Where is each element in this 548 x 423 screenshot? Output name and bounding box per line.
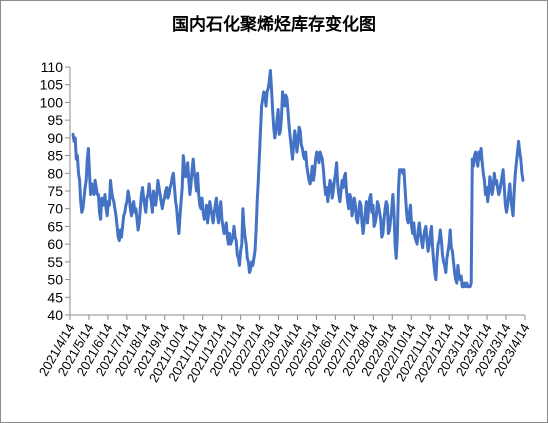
y-tick-label: 95 <box>47 112 63 128</box>
y-tick-label: 45 <box>47 289 63 305</box>
y-tick-label: 60 <box>47 236 63 252</box>
y-tick-label: 80 <box>47 165 63 181</box>
y-tick-label: 100 <box>40 94 64 110</box>
y-tick-label: 110 <box>41 59 64 75</box>
y-tick-label: 65 <box>47 218 63 234</box>
y-tick-label: 105 <box>40 77 64 93</box>
y-tick-label: 90 <box>47 130 63 146</box>
y-tick-label: 40 <box>47 307 63 323</box>
y-tick-label: 50 <box>47 272 63 288</box>
y-tick-label: 75 <box>47 183 63 199</box>
y-tick-label: 70 <box>47 201 63 217</box>
y-tick-label: 55 <box>47 254 63 270</box>
series-line <box>71 69 525 289</box>
x-axis: 2021/4/142021/5/142021/6/142021/7/142021… <box>36 314 533 385</box>
plot-area <box>71 69 525 289</box>
y-tick-label: 85 <box>47 148 63 164</box>
chart-title: 国内石化聚烯烃库存变化图 <box>172 15 376 35</box>
